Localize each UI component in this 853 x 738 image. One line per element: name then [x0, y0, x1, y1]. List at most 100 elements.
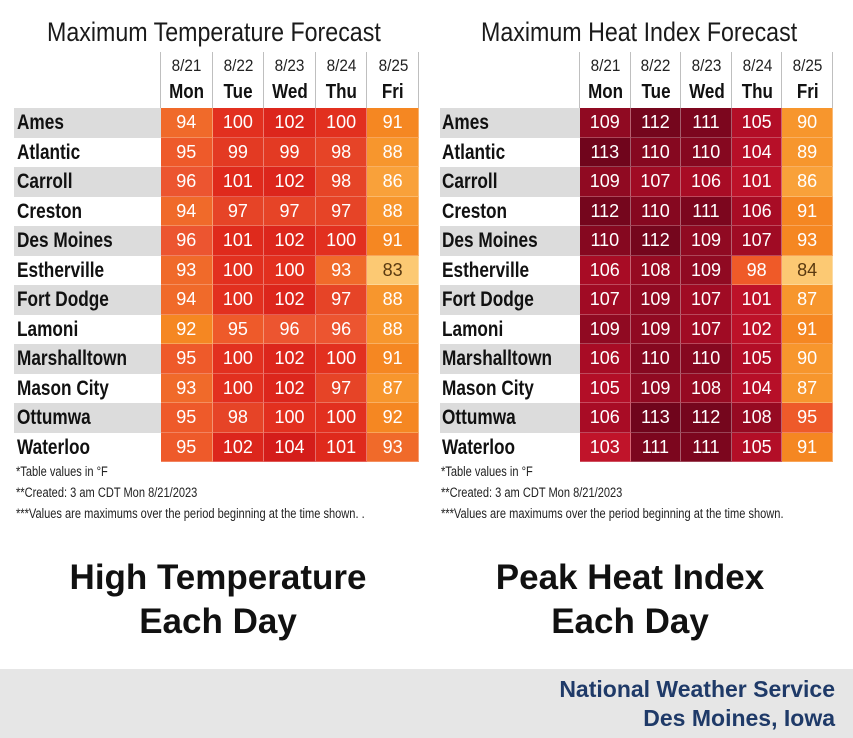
value-cell: 106: [731, 196, 783, 226]
value-cell: 109: [580, 108, 631, 138]
city-label: Carroll: [442, 170, 498, 193]
value-cell: 100: [315, 344, 368, 374]
value-cell: 112: [630, 226, 682, 256]
column-header: 8/21 Mon: [161, 52, 213, 107]
value-cell: 102: [264, 344, 316, 374]
column-date: 8/25: [378, 56, 409, 75]
value-cell: 87: [367, 373, 419, 403]
column-divider: [263, 52, 265, 108]
column-day: Mon: [587, 81, 623, 103]
city-label: Waterloo: [17, 435, 91, 459]
value-cell: 94: [161, 108, 213, 138]
right-caption: Peak Heat Index Each Day: [445, 556, 815, 644]
column-date: 8/22: [223, 56, 254, 75]
value-cell: 99: [212, 137, 265, 167]
city-label: Waterloo: [442, 435, 516, 459]
column-header: 8/22 Tue: [213, 52, 265, 107]
value-cell: 88: [367, 137, 419, 167]
value-cell: 102: [731, 314, 783, 344]
value-cell: 105: [580, 373, 631, 403]
value-cell: 109: [681, 226, 732, 256]
value-cell: 91: [782, 314, 833, 344]
value-cell: 113: [580, 137, 631, 167]
value-cell: 90: [782, 344, 833, 374]
city-label: Lamoni: [442, 317, 504, 341]
value-cell: 97: [315, 196, 368, 226]
city-label: Estherville: [17, 258, 105, 282]
footnote: *Table values in °F: [16, 464, 108, 479]
value-cell: 105: [731, 344, 783, 374]
table-title: Maximum Heat Index Forecast: [481, 17, 798, 47]
nws-credit: National Weather Service Des Moines, Iow…: [559, 675, 835, 733]
city-label: Atlantic: [442, 140, 506, 164]
value-cell: 106: [580, 403, 631, 433]
value-cell: 102: [264, 108, 316, 138]
city-label: Mason City: [442, 376, 534, 400]
city-label: Ames: [442, 111, 489, 134]
column-divider: [366, 52, 368, 108]
column-divider: [160, 52, 161, 108]
column-divider: [418, 52, 419, 108]
city-label: Mason City: [17, 376, 109, 400]
column-day: Wed: [688, 81, 725, 103]
value-cell: 96: [161, 226, 213, 256]
value-cell: 102: [264, 167, 316, 197]
footer-band: [0, 669, 853, 738]
value-cell: 96: [264, 314, 316, 344]
value-cell: 100: [212, 285, 265, 315]
value-cell: 101: [731, 167, 783, 197]
column-divider: [832, 52, 833, 108]
column-date: 8/23: [275, 56, 305, 75]
value-cell: 108: [731, 403, 783, 433]
value-cell: 111: [630, 432, 682, 462]
city-label: Estherville: [442, 258, 530, 282]
value-cell: 100: [315, 226, 368, 256]
value-cell: 104: [731, 373, 783, 403]
value-cell: 95: [161, 403, 213, 433]
value-cell: 87: [782, 285, 833, 315]
value-cell: 89: [782, 137, 833, 167]
column-day: Tue: [641, 81, 671, 103]
city-label: Ottumwa: [442, 406, 516, 429]
value-cell: 109: [681, 255, 732, 285]
value-cell: 91: [782, 432, 833, 462]
column-day: Fri: [796, 81, 819, 103]
value-cell: 86: [782, 167, 833, 197]
value-cell: 100: [264, 403, 316, 433]
column-header: 8/23 Wed: [681, 52, 732, 107]
value-cell: 92: [161, 314, 213, 344]
value-cell: 100: [212, 344, 265, 374]
value-cell: 100: [212, 373, 265, 403]
value-cell: 112: [630, 108, 682, 138]
value-cell: 98: [315, 167, 368, 197]
city-label: Carroll: [17, 170, 73, 193]
value-cell: 87: [782, 373, 833, 403]
value-cell: 109: [630, 285, 682, 315]
value-cell: 86: [367, 167, 419, 197]
value-cell: 112: [580, 196, 631, 226]
column-date: 8/25: [792, 56, 823, 75]
value-cell: 96: [161, 167, 213, 197]
left-caption-line1: High Temperature: [69, 558, 367, 597]
footnote: *Table values in °F: [441, 464, 533, 479]
value-cell: 102: [212, 432, 265, 462]
value-cell: 108: [681, 373, 732, 403]
value-cell: 91: [367, 344, 419, 374]
column-day: Mon: [169, 81, 205, 103]
column-day: Wed: [272, 81, 308, 103]
city-label: Creston: [442, 199, 508, 223]
value-cell: 110: [580, 226, 631, 256]
value-cell: 93: [367, 432, 419, 462]
value-cell: 106: [580, 255, 631, 285]
city-label: Ames: [17, 111, 64, 134]
value-cell: 111: [681, 108, 732, 138]
value-cell: 109: [580, 167, 631, 197]
value-cell: 101: [315, 432, 368, 462]
value-cell: 101: [212, 167, 265, 197]
city-label: Fort Dodge: [17, 288, 109, 311]
value-cell: 101: [212, 226, 265, 256]
value-cell: 84: [782, 255, 833, 285]
column-header: 8/25 Fri: [782, 52, 833, 107]
nws-office-location: Des Moines, Iowa: [643, 705, 835, 731]
footnote: **Created: 3 am CDT Mon 8/21/2023: [16, 485, 198, 500]
